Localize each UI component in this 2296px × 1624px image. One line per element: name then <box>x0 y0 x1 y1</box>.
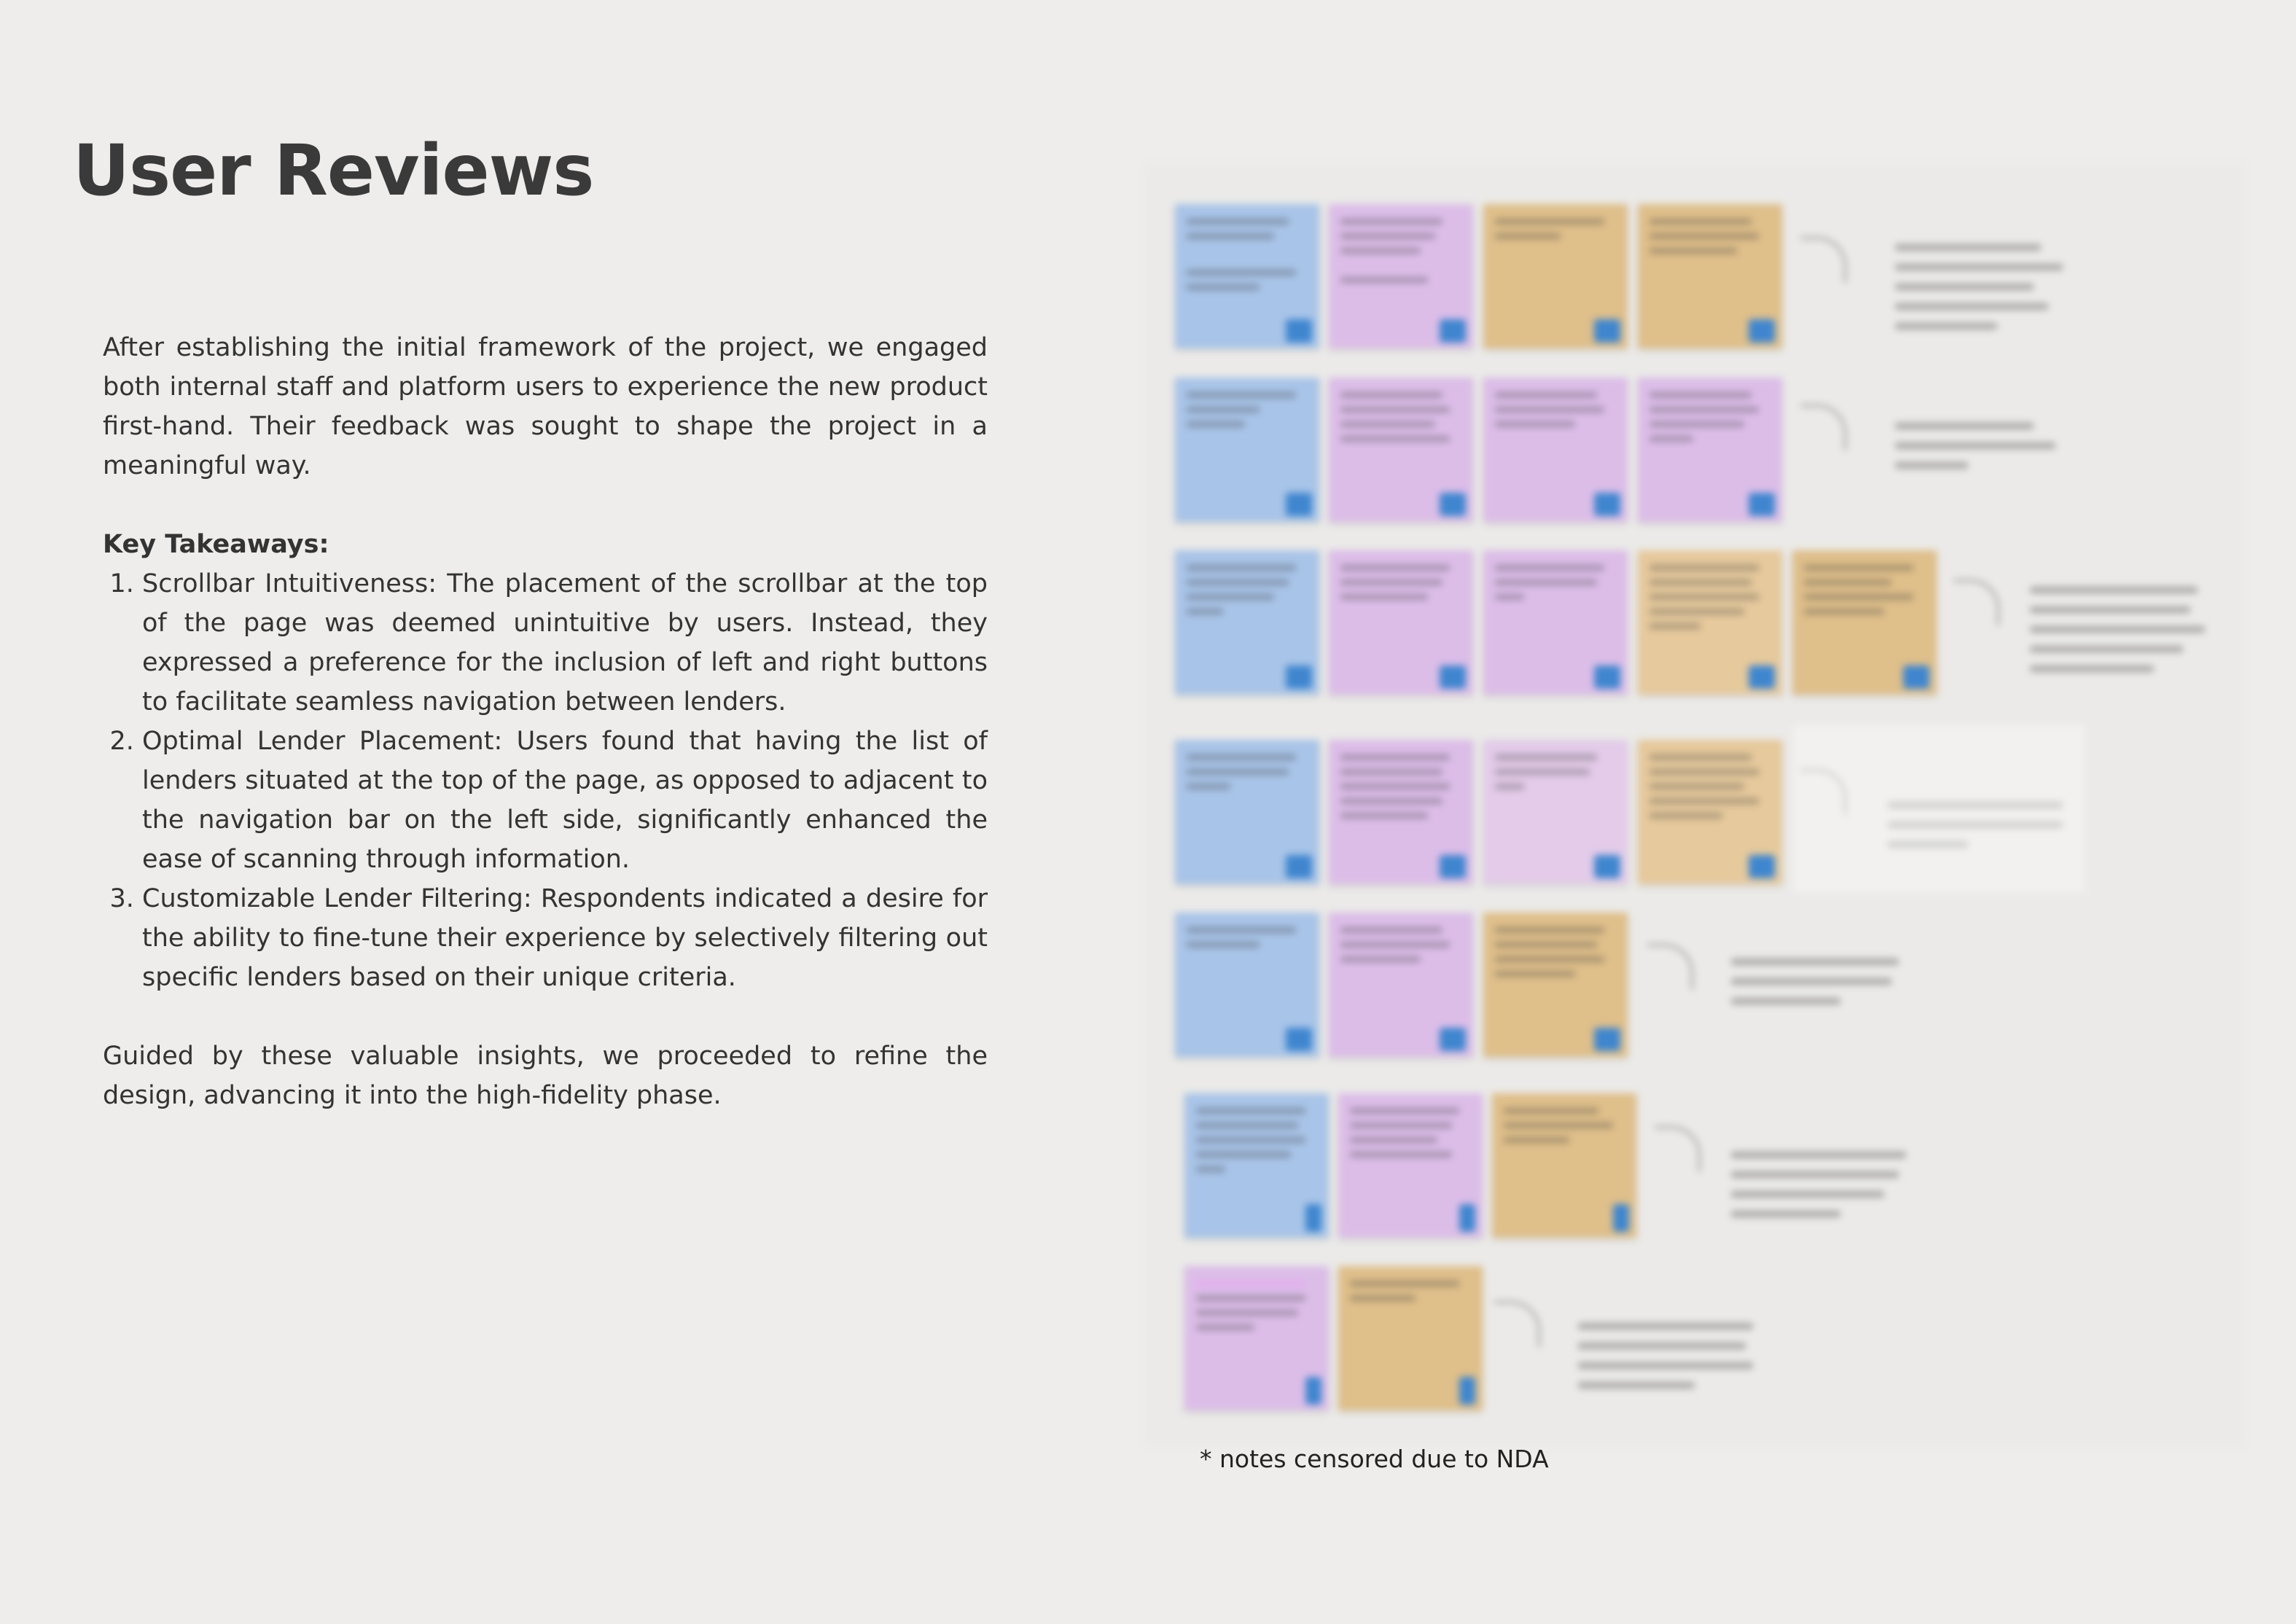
key-takeaways-list: Scrollbar Intuitiveness: The placement o… <box>103 564 988 997</box>
takeaway-item: Scrollbar Intuitiveness: The placement o… <box>142 564 988 722</box>
note-summary <box>1578 1323 1753 1402</box>
sticky-note <box>1483 204 1628 348</box>
monitor-icon <box>1594 1028 1620 1051</box>
takeaway-item: Customizable Lender Filtering: Responden… <box>142 879 988 997</box>
monitor-icon <box>1749 665 1775 689</box>
connector-arrow <box>1494 1301 1540 1347</box>
sticky-note <box>1483 550 1628 695</box>
sticky-note <box>1329 378 1473 522</box>
spacer <box>103 485 988 525</box>
takeaway-item: Optimal Lender Placement: Users found th… <box>142 722 988 879</box>
key-takeaways-heading: Key Takeaways: <box>103 530 329 559</box>
sticky-note <box>1483 378 1628 522</box>
monitor-icon <box>1903 665 1929 689</box>
note-summary <box>1731 959 1906 1018</box>
sticky-notes-board <box>1144 164 2245 1447</box>
monitor-icon <box>1286 665 1312 689</box>
monitor-icon <box>1286 319 1312 343</box>
connector-arrow <box>1800 237 1846 283</box>
connector-arrow <box>1655 1126 1700 1172</box>
monitor-icon <box>1749 493 1775 516</box>
sticky-note <box>1638 204 1782 348</box>
monitor-icon <box>1286 855 1312 878</box>
monitor-icon <box>1286 493 1312 516</box>
sticky-note <box>1492 1093 1636 1238</box>
connector-arrow <box>1800 769 1846 815</box>
sticky-note <box>1329 740 1473 884</box>
sticky-note <box>1184 1266 1329 1410</box>
connector-arrow <box>1800 405 1846 450</box>
connector-arrow <box>1953 579 1999 625</box>
text-column: After establishing the initial framework… <box>103 328 988 1115</box>
sticky-note <box>1483 913 1628 1057</box>
phone-icon <box>1305 1204 1321 1232</box>
page-title: User Reviews <box>73 130 594 211</box>
note-summary <box>2030 587 2205 685</box>
phone-icon <box>1459 1377 1475 1405</box>
sticky-note <box>1638 378 1782 522</box>
note-summary <box>1731 1152 1906 1230</box>
sticky-note <box>1175 913 1319 1057</box>
connector-arrow <box>1647 944 1693 990</box>
sticky-note <box>1184 1093 1329 1238</box>
sticky-note <box>1638 740 1782 884</box>
monitor-icon <box>1594 855 1620 878</box>
sticky-note <box>1338 1093 1483 1238</box>
sticky-note <box>1792 550 1937 695</box>
phone-icon <box>1305 1377 1321 1405</box>
note-summary <box>1888 802 2063 861</box>
phone-icon <box>1613 1204 1629 1232</box>
monitor-icon <box>1286 1028 1312 1051</box>
monitor-icon <box>1440 1028 1466 1051</box>
conclusion-paragraph: Guided by these valuable insights, we pr… <box>103 1042 988 1110</box>
monitor-icon <box>1440 319 1466 343</box>
footnote: * notes censored due to NDA <box>1200 1445 1549 1473</box>
sticky-note <box>1329 913 1473 1057</box>
sticky-note <box>1638 550 1782 695</box>
intro-paragraph: After establishing the initial framework… <box>103 333 988 480</box>
sticky-note <box>1338 1266 1483 1410</box>
monitor-icon <box>1594 493 1620 516</box>
sticky-note <box>1483 740 1628 884</box>
sticky-note <box>1329 204 1473 348</box>
sticky-note <box>1175 550 1319 695</box>
spacer <box>103 997 988 1037</box>
sticky-note <box>1175 204 1319 348</box>
monitor-icon <box>1440 665 1466 689</box>
sticky-note <box>1175 740 1319 884</box>
note-summary <box>1895 244 2070 343</box>
note-summary <box>1895 423 2070 482</box>
monitor-icon <box>1749 319 1775 343</box>
sticky-note <box>1329 550 1473 695</box>
monitor-icon <box>1749 855 1775 878</box>
sticky-note <box>1175 378 1319 522</box>
monitor-icon <box>1594 665 1620 689</box>
monitor-icon <box>1594 319 1620 343</box>
monitor-icon <box>1440 493 1466 516</box>
monitor-icon <box>1440 855 1466 878</box>
phone-icon <box>1459 1204 1475 1232</box>
